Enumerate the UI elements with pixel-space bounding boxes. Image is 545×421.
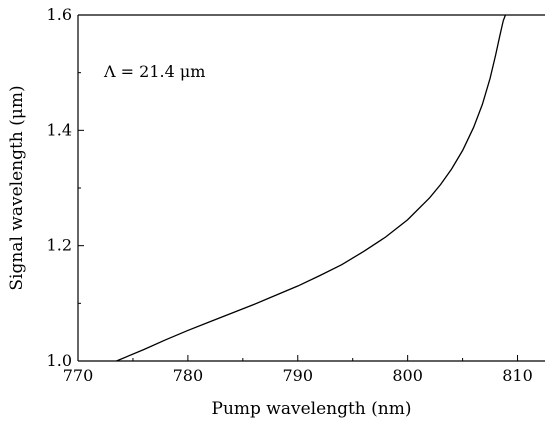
y-axis-label: Signal wavelength (μm) (7, 85, 27, 290)
y-tick-label: 1.6 (47, 5, 72, 24)
signal-wavelength-curve (116, 14, 507, 362)
period-annotation: Λ = 21.4 μm (103, 62, 205, 81)
y-axis-ticks: 1.0 1.2 1.4 1.6 (47, 5, 84, 370)
x-tick-label: 790 (282, 366, 313, 385)
y-tick-label: 1.2 (47, 236, 72, 255)
x-tick-label: 810 (502, 366, 533, 385)
x-axis-ticks: 770 780 790 800 810 (63, 355, 533, 385)
x-tick-label: 800 (392, 366, 423, 385)
x-tick-label: 780 (173, 366, 204, 385)
x-tick-label: 770 (63, 366, 94, 385)
y-tick-label: 1.0 (47, 351, 72, 370)
y-tick-label: 1.4 (47, 120, 72, 139)
x-axis-label: Pump wavelength (nm) (212, 399, 412, 419)
